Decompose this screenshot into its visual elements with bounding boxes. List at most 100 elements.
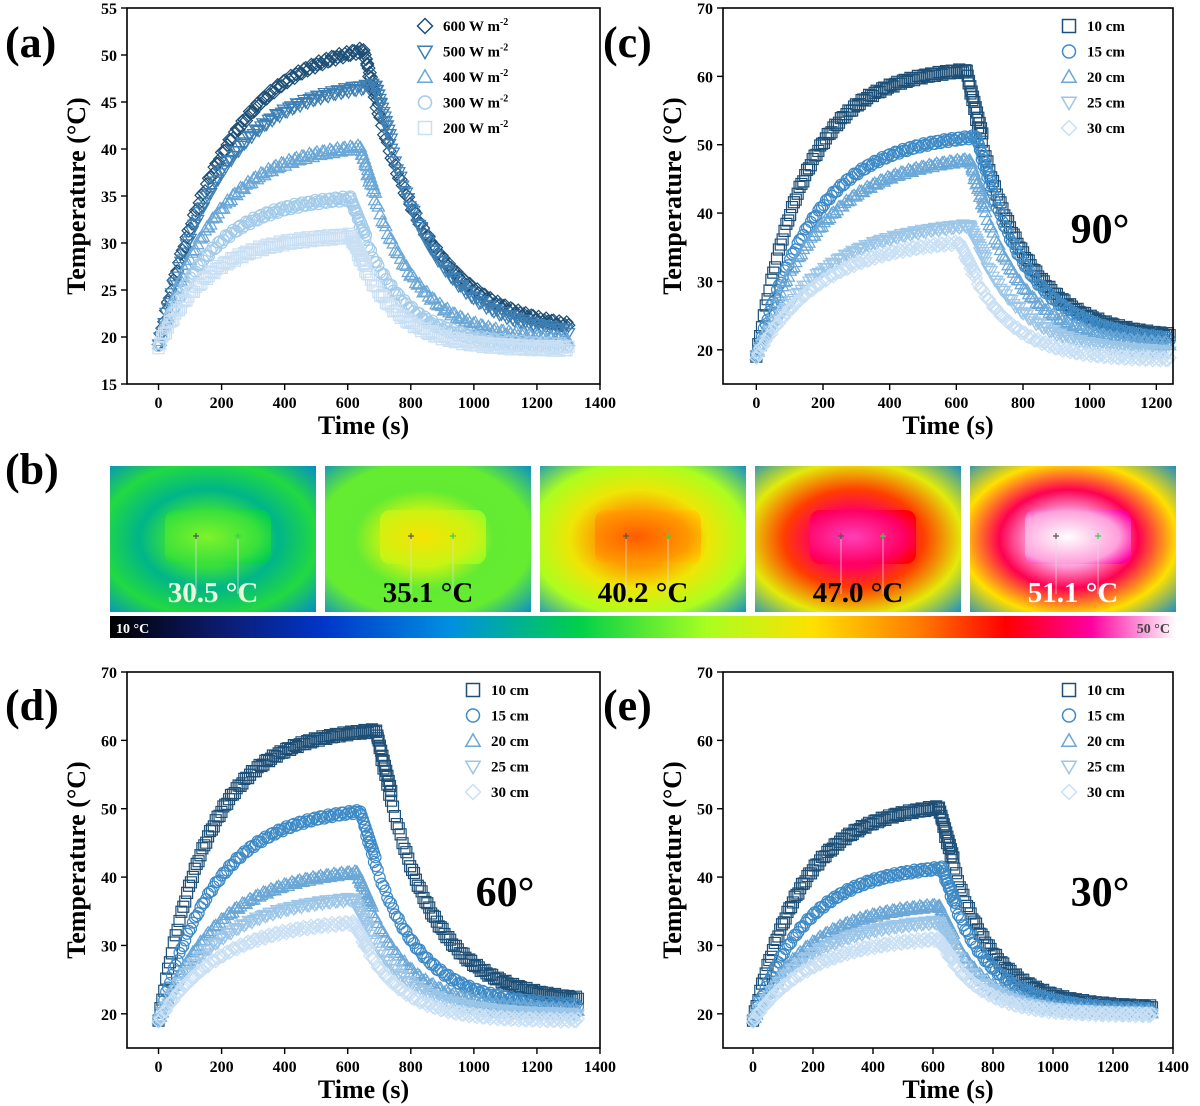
data-point [381,769,394,783]
data-point [169,307,182,320]
heated-sample [165,510,271,564]
data-point [237,938,252,954]
data-point [190,857,203,870]
data-point [157,1004,172,1019]
data-point [430,963,443,976]
data-point [986,179,999,192]
data-point [992,991,1007,1006]
data-point [354,249,368,263]
data-point [941,830,954,843]
data-point [784,261,800,274]
data-point [946,952,961,967]
data-point [376,107,391,120]
data-point [317,916,332,932]
data-point [342,227,355,240]
legend-marker [464,732,482,747]
data-point [209,876,222,889]
data-point [867,238,882,251]
legend-marker [1060,68,1078,83]
data-point [362,941,377,956]
data-point [152,342,165,355]
legend-label-superscript: -2 [500,17,508,28]
y-tick-label: 25 [101,283,117,300]
data-point [352,244,365,258]
data-point [974,187,989,200]
y-tick-label: 60 [697,733,713,750]
data-point [955,240,970,256]
data-point [566,1014,582,1029]
data-point [784,901,798,914]
data-point [224,155,239,168]
panel-label: (d) [5,681,59,730]
data-point [360,56,375,71]
y-tick-label: 20 [101,330,117,347]
data-point [1029,319,1044,332]
data-point [375,102,390,115]
y-tick-label: 30 [697,938,713,955]
data-point [359,159,374,172]
data-point [355,147,370,160]
data-point [963,256,978,271]
measurement-cursor-icon [235,533,241,539]
data-point [444,933,457,946]
data-point [1006,997,1022,1013]
x-tick-label: 1200 [1140,395,1172,412]
data-point [1018,260,1032,273]
data-point [430,915,443,928]
data-point [347,234,360,248]
data-point [158,327,171,340]
data-point [816,952,831,968]
x-tick-label: 1400 [584,1059,616,1076]
x-tick-label: 1400 [1157,1059,1189,1076]
data-point [933,236,948,251]
data-point [824,257,839,270]
data-point [952,154,967,167]
data-point [331,809,344,822]
data-point [799,286,815,301]
measurement-cursor-icon [1095,533,1101,539]
data-point [1087,337,1102,351]
data-point [781,905,794,918]
data-point [825,951,840,966]
data-point [311,896,326,909]
data-point [936,813,949,827]
data-point [221,928,237,941]
data-point [206,953,221,968]
data-point [794,882,807,895]
data-point [966,936,979,949]
data-point [456,337,469,351]
data-point [320,54,336,69]
data-point [209,814,222,827]
legend-marker [1061,682,1077,698]
data-point [383,779,397,793]
data-point [377,111,393,124]
data-point [962,152,977,165]
data-point [1158,353,1174,368]
data-point [186,870,199,883]
data-point [476,340,489,354]
data-point [205,823,219,836]
data-point [756,338,772,353]
data-point [163,956,177,969]
data-point [386,147,401,160]
legend-marker [1060,732,1078,747]
data-point [344,229,357,243]
data-point [890,868,903,881]
data-point [938,822,952,835]
data-point [821,193,834,206]
data-point [790,250,805,263]
legend-marker [416,45,434,61]
data-point [229,900,244,913]
data-point [382,935,397,948]
data-point [846,188,862,201]
data-point [942,834,955,847]
data-point [203,187,218,201]
heated-sample [380,510,486,564]
data-point [751,349,766,362]
legend-label: 30 cm [1087,785,1125,801]
data-point [923,158,939,171]
thermal-panel-b: (b)30.5 °C 35.1 °C 40.2 °C 47.0 °C 51.1 °C10… [5,445,1176,638]
data-point [257,120,272,133]
data-point [400,846,413,859]
data-point [179,895,192,908]
